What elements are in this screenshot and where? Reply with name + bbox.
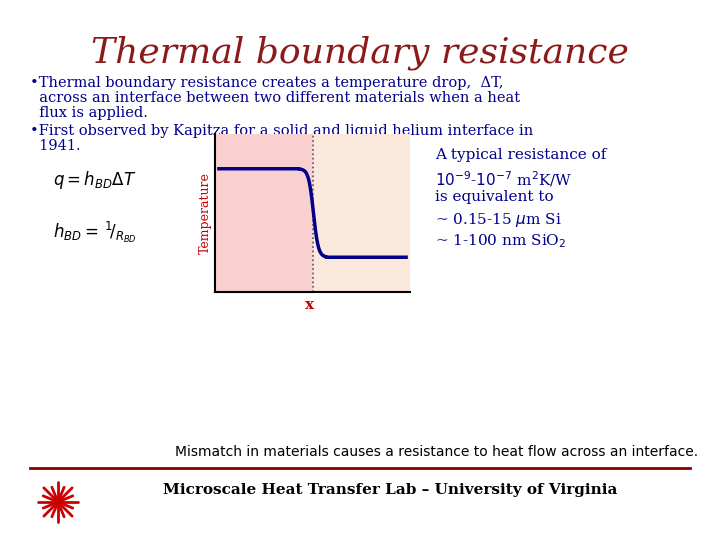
Text: Microscale Heat Transfer Lab – University of Virginia: Microscale Heat Transfer Lab – Universit… — [163, 483, 617, 497]
Text: •First observed by Kapitza for a solid and liquid helium interface in: •First observed by Kapitza for a solid a… — [30, 124, 534, 138]
Text: Mismatch in materials causes a resistance to heat flow across an interface.: Mismatch in materials causes a resistanc… — [175, 445, 698, 459]
Text: •Thermal boundary resistance creates a temperature drop,  ΔT,: •Thermal boundary resistance creates a t… — [30, 76, 503, 90]
Text: Thermal boundary resistance: Thermal boundary resistance — [91, 35, 629, 70]
Text: flux is applied.: flux is applied. — [30, 106, 148, 120]
Text: ~ 0.15-15 $\mu$m Si: ~ 0.15-15 $\mu$m Si — [435, 211, 562, 229]
Text: is equivalent to: is equivalent to — [435, 190, 554, 204]
Bar — [312, 134, 410, 292]
Text: ~ 1-100 nm SiO$_2$: ~ 1-100 nm SiO$_2$ — [435, 232, 566, 249]
Bar — [215, 134, 312, 292]
Y-axis label: Temperature: Temperature — [199, 172, 212, 254]
Text: $q = h_{BD}\Delta T$: $q = h_{BD}\Delta T$ — [53, 169, 137, 191]
Text: across an interface between two different materials when a heat: across an interface between two differen… — [30, 91, 520, 105]
Text: $10^{-9}$-$10^{-7}$ m$^2$K/W: $10^{-9}$-$10^{-7}$ m$^2$K/W — [435, 169, 572, 188]
Text: x: x — [305, 298, 315, 312]
Text: A typical resistance of: A typical resistance of — [435, 148, 606, 162]
Text: $h_{BD} = \,^1\!/_{R_{BD}}$: $h_{BD} = \,^1\!/_{R_{BD}}$ — [53, 219, 137, 245]
Text: 1941.: 1941. — [30, 139, 81, 153]
